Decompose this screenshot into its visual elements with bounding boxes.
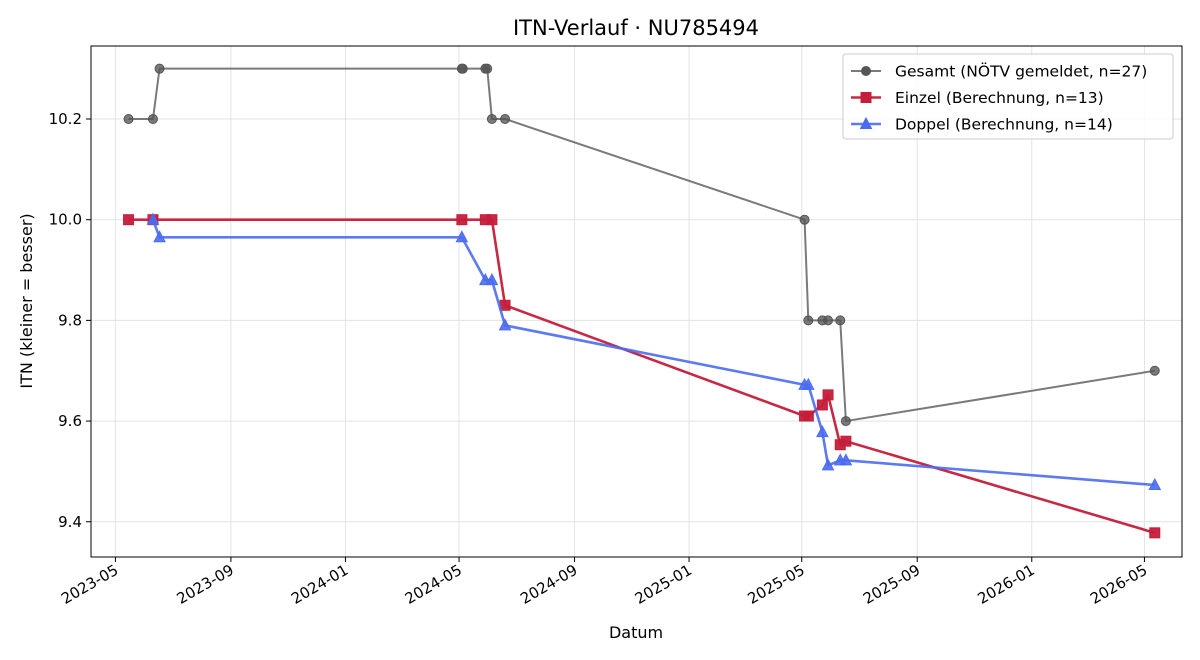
series-circle bbox=[123, 63, 1160, 427]
legend-label: Doppel (Berechnung, n=14) bbox=[895, 116, 1113, 134]
data-point bbox=[482, 63, 493, 74]
legend-marker bbox=[861, 66, 871, 76]
data-point bbox=[822, 389, 834, 401]
data-point bbox=[455, 230, 469, 243]
legend: Gesamt (NÖTV gemeldet, n=27) Einzel (Bere… bbox=[842, 53, 1174, 140]
data-point bbox=[803, 315, 814, 326]
data-point bbox=[146, 212, 160, 225]
series-line bbox=[128, 67, 1155, 423]
series-layer bbox=[123, 63, 1162, 539]
data-point bbox=[500, 114, 511, 124]
data-point bbox=[802, 410, 814, 422]
data-point bbox=[486, 214, 498, 226]
data-point bbox=[1149, 365, 1160, 376]
data-point bbox=[456, 214, 468, 226]
data-point bbox=[816, 399, 828, 411]
data-point bbox=[821, 458, 835, 471]
data-point bbox=[147, 114, 158, 124]
plot-frame bbox=[90, 45, 1183, 558]
chart-title: ITN-Verlauf · NU785494 bbox=[513, 16, 759, 40]
data-point bbox=[153, 230, 166, 243]
data-point bbox=[498, 318, 512, 331]
data-point bbox=[799, 214, 810, 225]
y-axis-label: ITN (kleiner = besser) bbox=[17, 213, 36, 388]
legend-label: Einzel (Berechnung, n=13) bbox=[895, 89, 1104, 107]
y-tick-label: 9.6 bbox=[58, 412, 82, 430]
data-point bbox=[840, 416, 851, 427]
data-point bbox=[840, 435, 852, 447]
legend-marker bbox=[860, 92, 872, 103]
data-point bbox=[154, 63, 165, 74]
data-point bbox=[816, 425, 829, 438]
data-point bbox=[1149, 527, 1161, 539]
data-point bbox=[835, 315, 846, 326]
data-point bbox=[839, 453, 853, 466]
data-point bbox=[485, 273, 499, 286]
legend-marker bbox=[859, 116, 873, 129]
data-point bbox=[486, 114, 497, 124]
data-point bbox=[123, 114, 134, 124]
y-tick-label: 10.0 bbox=[49, 211, 82, 229]
legend-box bbox=[842, 53, 1174, 140]
data-point bbox=[1148, 477, 1162, 491]
data-point bbox=[457, 63, 468, 74]
x-axis-label: Datum bbox=[609, 623, 663, 642]
series-square bbox=[123, 214, 1161, 539]
y-tick-label: 9.8 bbox=[58, 311, 82, 329]
y-tick-label: 10.2 bbox=[49, 110, 82, 128]
data-point bbox=[123, 214, 135, 226]
legend-label: Gesamt (NÖTV gemeldet, n=27) bbox=[895, 62, 1147, 81]
y-tick-label: 9.4 bbox=[58, 513, 82, 531]
data-point bbox=[801, 377, 815, 390]
series-triangle bbox=[146, 212, 1162, 491]
data-point bbox=[823, 315, 834, 326]
